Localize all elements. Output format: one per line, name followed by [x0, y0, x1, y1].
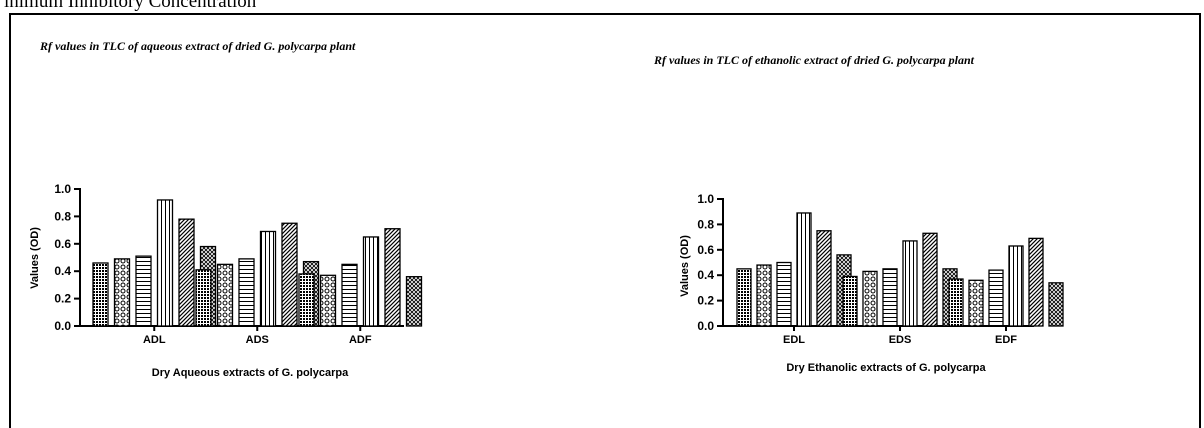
- y-tick-label: 0.6: [54, 237, 71, 251]
- y-tick-label: 0.8: [54, 209, 71, 223]
- x-axis-label: Dry Ethanolic extracts of G. polycarpa: [786, 362, 986, 374]
- bar-edl-s5: [816, 230, 832, 327]
- y-tick-label: 0.2: [54, 292, 71, 306]
- bar-edl-s2: [756, 264, 772, 327]
- bar-adf-s1: [298, 273, 315, 327]
- bar-eds-s2: [862, 270, 878, 327]
- y-axis-label: Values (OD): [679, 235, 691, 297]
- x-tick-label: ADS: [246, 334, 269, 346]
- bar-edl-s3: [776, 261, 792, 327]
- bar-adl-s3: [135, 255, 152, 327]
- y-tick-label: 0.4: [54, 264, 71, 278]
- y-tick-label: 0.0: [697, 319, 714, 333]
- y-tick-label: 0.0: [54, 319, 71, 333]
- bar-edf-s5: [1028, 237, 1044, 327]
- x-axis-label: Dry Aqueous extracts of G. polycarpa: [152, 367, 349, 379]
- y-axis-label: Values (OD): [29, 227, 41, 289]
- bar-eds-s1: [842, 275, 858, 327]
- x-tick-label: EDS: [889, 334, 912, 346]
- bar-eds-s3: [882, 268, 898, 327]
- bar-ads-s4: [259, 230, 277, 327]
- bar-adl-s1: [92, 262, 109, 327]
- y-tick-label: 0.4: [697, 268, 714, 282]
- bar-adf-s6: [405, 276, 423, 327]
- chart-title: Rf values in TLC of aqueous extract of d…: [39, 39, 356, 53]
- bar-eds-s4: [902, 240, 918, 327]
- x-tick-label: EDF: [995, 334, 1017, 346]
- bar-edl-s4: [796, 212, 812, 327]
- bar-adf-s2: [319, 274, 337, 327]
- bar-ads-s2: [216, 263, 234, 327]
- page-heading: inimum Inhibitory Concentration: [4, 0, 257, 12]
- y-tick-label: 1.0: [697, 192, 714, 206]
- x-tick-label: ADF: [349, 334, 372, 346]
- bar-eds-s5: [922, 232, 938, 327]
- y-tick-label: 0.2: [697, 294, 714, 308]
- bar-edf-s6: [1048, 282, 1064, 327]
- y-tick-label: 0.6: [697, 243, 714, 257]
- bar-adl-s5: [178, 218, 195, 327]
- bar-adf-s5: [384, 228, 401, 327]
- bar-edf-s3: [988, 269, 1004, 327]
- bar-edl-s1: [736, 268, 752, 327]
- x-tick-label: ADL: [143, 334, 166, 346]
- bar-adf-s4: [362, 236, 380, 327]
- chart-title: Rf values in TLC of ethanolic extract of…: [653, 53, 975, 67]
- bar-edf-s2: [968, 279, 984, 327]
- bar-adl-s4: [156, 199, 174, 327]
- chart-ethanolic: Rf values in TLC of ethanolic extract of…: [653, 53, 1064, 374]
- bar-ads-s1: [195, 269, 212, 327]
- bar-ads-s5: [281, 222, 298, 327]
- chart-aqueous: Rf values in TLC of aqueous extract of d…: [29, 39, 423, 379]
- bar-edf-s4: [1008, 245, 1024, 327]
- bar-adl-s2: [113, 258, 131, 327]
- figure-frame: [9, 13, 1201, 428]
- y-tick-label: 0.8: [697, 217, 714, 231]
- bar-ads-s3: [238, 258, 255, 327]
- x-tick-label: EDL: [783, 334, 805, 346]
- y-tick-label: 1.0: [54, 182, 71, 196]
- bar-adf-s3: [341, 263, 358, 327]
- bar-edf-s1: [948, 278, 964, 327]
